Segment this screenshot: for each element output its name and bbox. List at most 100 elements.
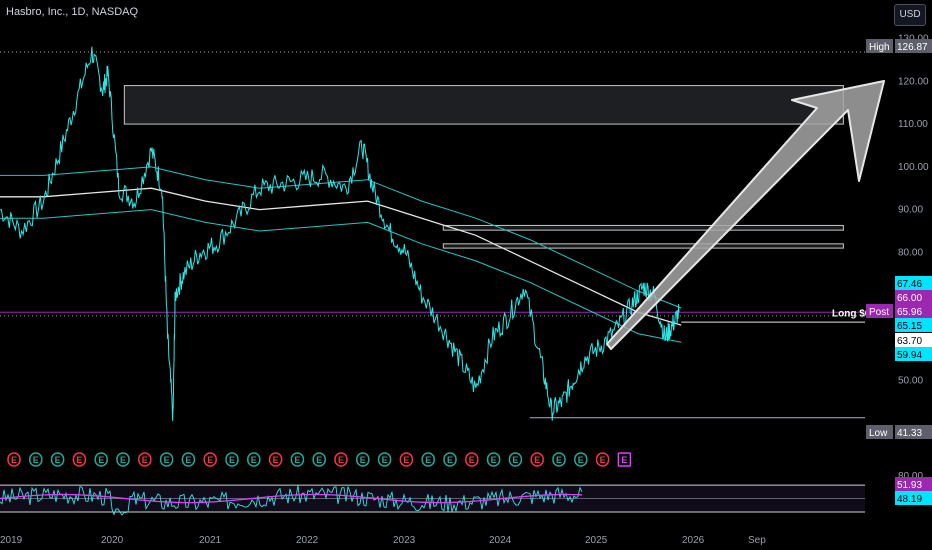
price-label-value: 67.46	[897, 279, 922, 290]
bullish-arrow	[606, 80, 885, 350]
y-tick-label: 100.00	[898, 162, 929, 173]
earnings-marker	[116, 452, 130, 467]
earnings-marker	[159, 452, 174, 467]
earnings-marker-label: E	[251, 455, 257, 465]
price-line	[0, 46, 680, 422]
earnings-marker-label: E	[469, 455, 475, 465]
earnings-marker	[225, 452, 239, 467]
resistance-band-1	[442, 243, 844, 249]
earnings-marker-label: E	[600, 455, 606, 465]
price-label-bg	[895, 425, 932, 439]
earnings-marker	[290, 452, 305, 467]
price-label-bg	[895, 304, 932, 318]
earnings-marker	[7, 452, 21, 467]
earnings-marker	[530, 452, 544, 467]
y-tick-label: 50.00	[898, 376, 923, 387]
earnings-marker-label: E	[164, 455, 170, 465]
price-label-value: 65.96	[897, 307, 922, 318]
price-label-tag: Post	[869, 307, 889, 318]
earnings-marker-label: E	[98, 455, 104, 465]
earnings-marker	[72, 452, 87, 467]
earnings-marker-label: E	[207, 455, 213, 465]
price-label-value: 63.70	[897, 336, 922, 347]
lower-band-line	[0, 209, 682, 343]
price-label-bg	[895, 276, 932, 290]
earnings-marker	[50, 452, 65, 467]
earnings-marker-label: E	[33, 455, 39, 465]
earnings-marker-label: E	[273, 455, 279, 465]
rsi-label-bg-2	[895, 491, 932, 505]
long-annotation: Long $66.00	[832, 308, 890, 319]
earnings-marker-label: E	[142, 455, 148, 465]
earnings-marker-label: E	[76, 455, 82, 465]
x-tick-label: 2021	[199, 535, 222, 546]
earnings-marker	[617, 452, 632, 467]
price-label-value: 41.33	[897, 428, 922, 439]
earnings-marker-label: E	[316, 455, 322, 465]
x-tick-label: Sep	[748, 535, 766, 546]
price-label-bg	[895, 347, 932, 361]
rsi-label-1: 51.93	[897, 480, 922, 491]
earnings-marker	[334, 452, 348, 467]
earnings-marker-label: E	[512, 455, 518, 465]
earnings-marker-label: E	[556, 455, 562, 465]
price-label-value: 126.87	[897, 42, 928, 53]
earnings-marker-label: E	[621, 455, 627, 465]
x-tick-label: 2022	[296, 535, 319, 546]
price-series	[0, 46, 680, 422]
earnings-marker-label: E	[447, 455, 453, 465]
y-tick-label: 120.00	[898, 76, 929, 87]
earnings-marker	[574, 452, 588, 467]
earnings-marker	[247, 452, 261, 467]
earnings-marker	[29, 452, 43, 467]
earnings-marker-label: E	[578, 455, 584, 465]
earnings-marker	[465, 452, 479, 467]
moving-average-line	[0, 187, 682, 326]
earnings-marker-label: E	[55, 455, 61, 465]
rsi-label-2: 48.19	[897, 494, 922, 505]
x-tick-label: 2020	[101, 535, 124, 546]
earnings-marker-label: E	[338, 455, 344, 465]
rsi-line	[0, 485, 583, 516]
earnings-marker	[486, 452, 501, 467]
price-label-tag-bg	[866, 304, 893, 318]
price-axis: 130.00120.00110.00100.0090.0080.0050.001…	[866, 34, 932, 439]
x-tick-label: 2023	[393, 535, 416, 546]
x-tick-label: 2024	[489, 535, 512, 546]
earnings-marker	[443, 452, 457, 467]
earnings-marker-label: E	[11, 455, 17, 465]
x-tick-label: 2026	[682, 535, 705, 546]
rsi-tick-label: 80.00	[898, 471, 923, 482]
price-label-tag-bg	[866, 39, 893, 53]
earnings-marker-label: E	[425, 455, 431, 465]
rsi-label-bg-1	[895, 477, 932, 491]
price-label-tag-bg	[866, 425, 893, 439]
y-tick-label: 90.00	[898, 205, 923, 216]
symbol-title: Hasbro, Inc., 1D, NASDAQ	[6, 6, 139, 18]
price-label-bg	[895, 290, 932, 304]
price-label-bg	[895, 333, 932, 347]
earnings-marker-label: E	[185, 455, 191, 465]
earnings-marker-label: E	[120, 455, 126, 465]
level-lines: Long $66.00	[832, 308, 890, 319]
earnings-marker	[399, 452, 414, 467]
earnings-marker	[552, 452, 566, 467]
earnings-marker-label: E	[382, 455, 388, 465]
arrow-shape	[606, 80, 885, 350]
earnings-marker	[421, 452, 435, 467]
currency-button[interactable]: USD	[894, 4, 926, 26]
price-label-value: 59.94	[897, 350, 922, 361]
moving-average-bands	[0, 166, 682, 343]
earnings-marker	[268, 452, 283, 467]
price-label-tag: High	[869, 42, 890, 53]
earnings-marker	[181, 452, 196, 467]
earnings-marker-label: E	[294, 455, 300, 465]
earnings-marker-label: E	[403, 455, 409, 465]
earnings-marker-label: E	[534, 455, 540, 465]
earnings-marker	[94, 452, 108, 467]
price-label-bg	[895, 318, 932, 332]
resistance-zones	[0, 51, 865, 419]
